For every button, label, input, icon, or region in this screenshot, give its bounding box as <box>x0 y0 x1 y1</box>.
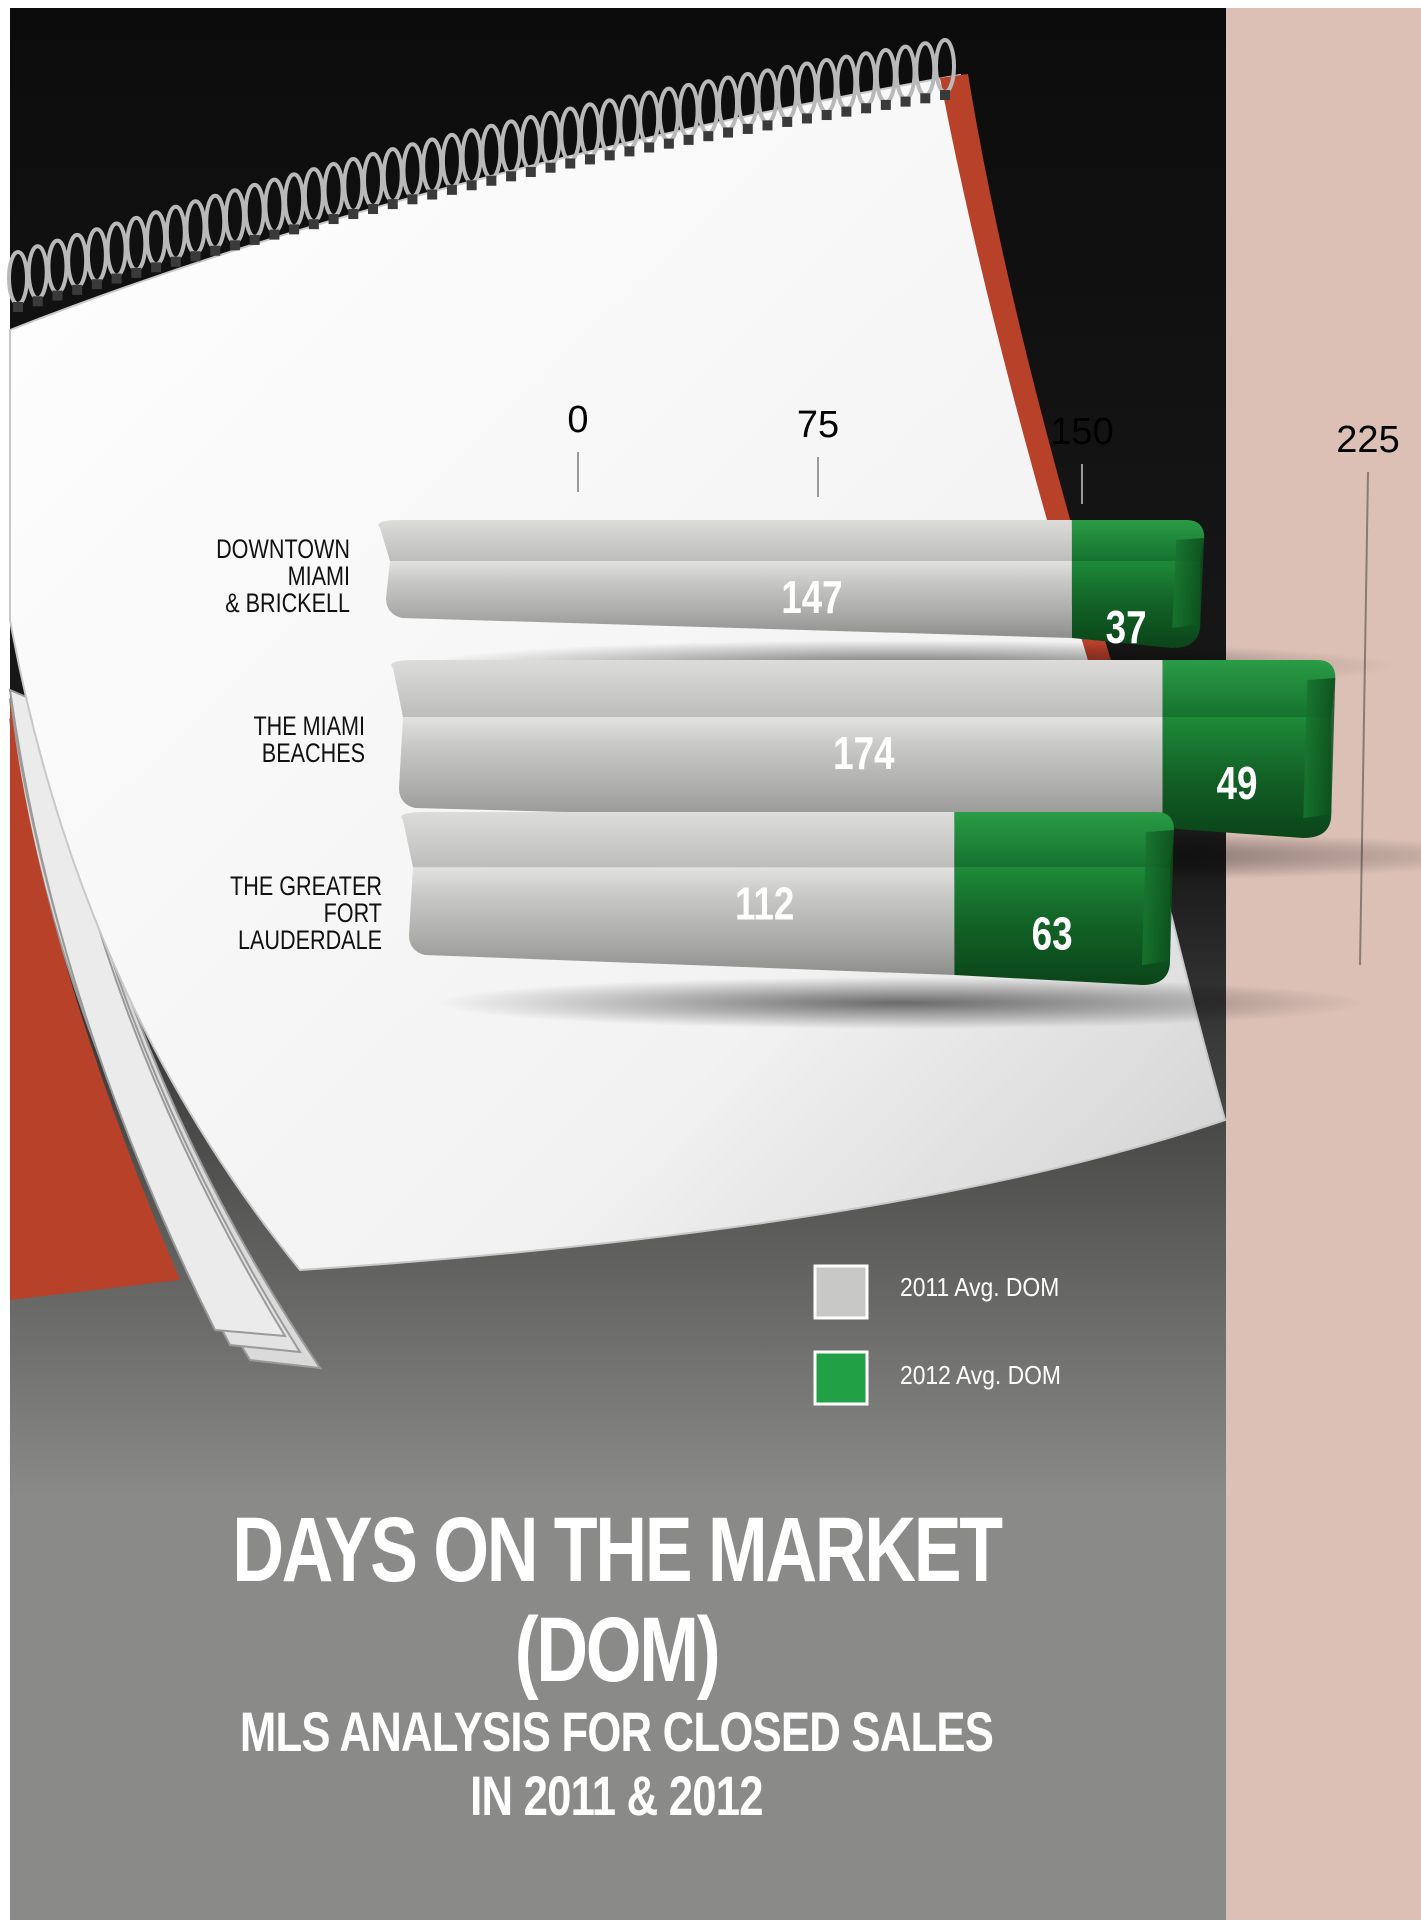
spiral-hole <box>446 184 457 195</box>
spiral-hole <box>624 146 635 157</box>
bar-2012 <box>1071 560 1201 648</box>
category-label: BEACHES <box>262 739 365 769</box>
spiral-hole <box>782 116 793 127</box>
spiral-hole <box>151 262 162 273</box>
spiral-hole <box>486 175 497 186</box>
spiral-hole <box>170 256 181 267</box>
bar-2012-end <box>1303 678 1336 818</box>
spiral-hole <box>525 166 536 177</box>
bar-2012-end <box>1172 538 1205 628</box>
spiral-hole <box>308 219 319 230</box>
spiral-hole <box>506 171 517 182</box>
spiral-hole <box>328 214 339 225</box>
spiral-hole <box>466 180 477 191</box>
spiral-hole <box>13 302 23 312</box>
spiral-hole <box>762 120 773 131</box>
bar-2012 <box>954 867 1170 985</box>
title-block: DAYS ON THE MARKET (DOM) MLS ANALYSIS FO… <box>10 1500 1223 1828</box>
bottom-panel <box>10 1495 1226 1920</box>
x-tick-label: 0 <box>567 399 588 441</box>
legend-label-2011: 2011 Avg. DOM <box>900 1274 1059 1303</box>
bar-2012-end <box>1142 830 1174 965</box>
calendar-spiral <box>7 38 956 312</box>
spiral-hole <box>940 90 950 100</box>
x-tick-line <box>1359 471 1369 966</box>
bar-2012-top <box>1162 660 1336 717</box>
spiral-hole <box>742 123 753 134</box>
spiral-hole <box>229 240 240 251</box>
spiral-hole <box>604 150 615 161</box>
spiral-hole <box>683 134 694 145</box>
category-label: LAUDERDALE <box>238 926 382 956</box>
bar-2012-top <box>954 812 1174 868</box>
spiral-hole <box>72 284 83 295</box>
bar-2011 <box>409 867 955 975</box>
bar-2011-top <box>391 660 1163 717</box>
spiral-hole <box>841 106 852 117</box>
spiral-hole <box>880 99 891 110</box>
spiral-hole <box>861 103 872 114</box>
spiral-hole <box>407 194 418 205</box>
spiral-hole <box>723 127 734 138</box>
data-label-2011: 147 <box>781 571 842 623</box>
legend-swatch-2011 <box>813 1264 869 1320</box>
spiral-hole <box>111 273 122 284</box>
chart-subtitle-line2: IN 2011 & 2012 <box>470 1764 763 1827</box>
data-label-2011: 174 <box>833 727 894 779</box>
category-label: THE MIAMI <box>253 712 365 742</box>
chart-title: DAYS ON THE MARKET (DOM) <box>232 1499 1003 1701</box>
spiral-hole <box>131 267 142 278</box>
x-tick-label: 75 <box>797 404 839 446</box>
spiral-hole <box>91 279 102 290</box>
spiral-hole <box>269 229 280 240</box>
spiral-hole <box>249 234 260 245</box>
spiral-hole <box>289 224 300 235</box>
spiral-hole <box>584 154 595 165</box>
spiral-hole <box>32 296 43 307</box>
x-axis: 0 75 150 225 <box>567 399 1400 966</box>
data-label-2012: 49 <box>1216 757 1257 809</box>
spiral-hole <box>703 131 714 142</box>
bar-2011-top <box>378 520 1072 561</box>
spiral-hole <box>427 189 438 200</box>
chart-subtitle-line1: MLS ANALYSIS FOR CLOSED SALES <box>239 1700 994 1763</box>
bar-2011 <box>386 560 1072 638</box>
bar-2011 <box>399 716 1163 828</box>
legend-swatch-2012 <box>813 1350 869 1406</box>
spiral-hole <box>52 290 63 301</box>
spiral-hole <box>210 245 221 256</box>
category-label: MIAMI <box>288 562 350 592</box>
legend: 2011 Avg. DOM 2012 Avg. DOM <box>813 1264 1061 1406</box>
spiral-hole <box>821 110 832 121</box>
data-label-2011: 112 <box>735 877 794 929</box>
spiral-hole <box>387 199 398 210</box>
spiral-hole <box>801 113 812 124</box>
category-label: DOWNTOWN <box>216 535 350 565</box>
legend-label-2012: 2012 Avg. DOM <box>900 1362 1061 1391</box>
spiral-hole <box>644 142 655 153</box>
bar-2012-top <box>1071 520 1205 561</box>
category-label: THE GREATER <box>230 872 382 902</box>
bar-shadow <box>435 977 1366 1029</box>
spiral-hole <box>348 208 359 219</box>
side-panel <box>1226 8 1421 1920</box>
spiral-hole <box>920 93 931 104</box>
spiral-hole <box>368 204 379 215</box>
bar-2011-top <box>401 812 955 868</box>
spiral-hole <box>900 96 911 107</box>
spiral-hole <box>190 251 201 262</box>
spiral-hole <box>565 158 576 169</box>
data-label-2012: 37 <box>1106 601 1147 653</box>
bars: 147 37 174 49 112 63 <box>378 520 1421 1029</box>
data-label-2012: 63 <box>1032 907 1073 959</box>
x-tick-label: 150 <box>1050 411 1113 453</box>
spiral-hole <box>545 162 556 173</box>
bar-2012 <box>1162 716 1332 838</box>
x-tick-label: 225 <box>1336 419 1399 461</box>
category-label: & BRICKELL <box>225 589 350 619</box>
category-label: FORT <box>324 899 382 929</box>
spiral-hole <box>663 138 674 149</box>
